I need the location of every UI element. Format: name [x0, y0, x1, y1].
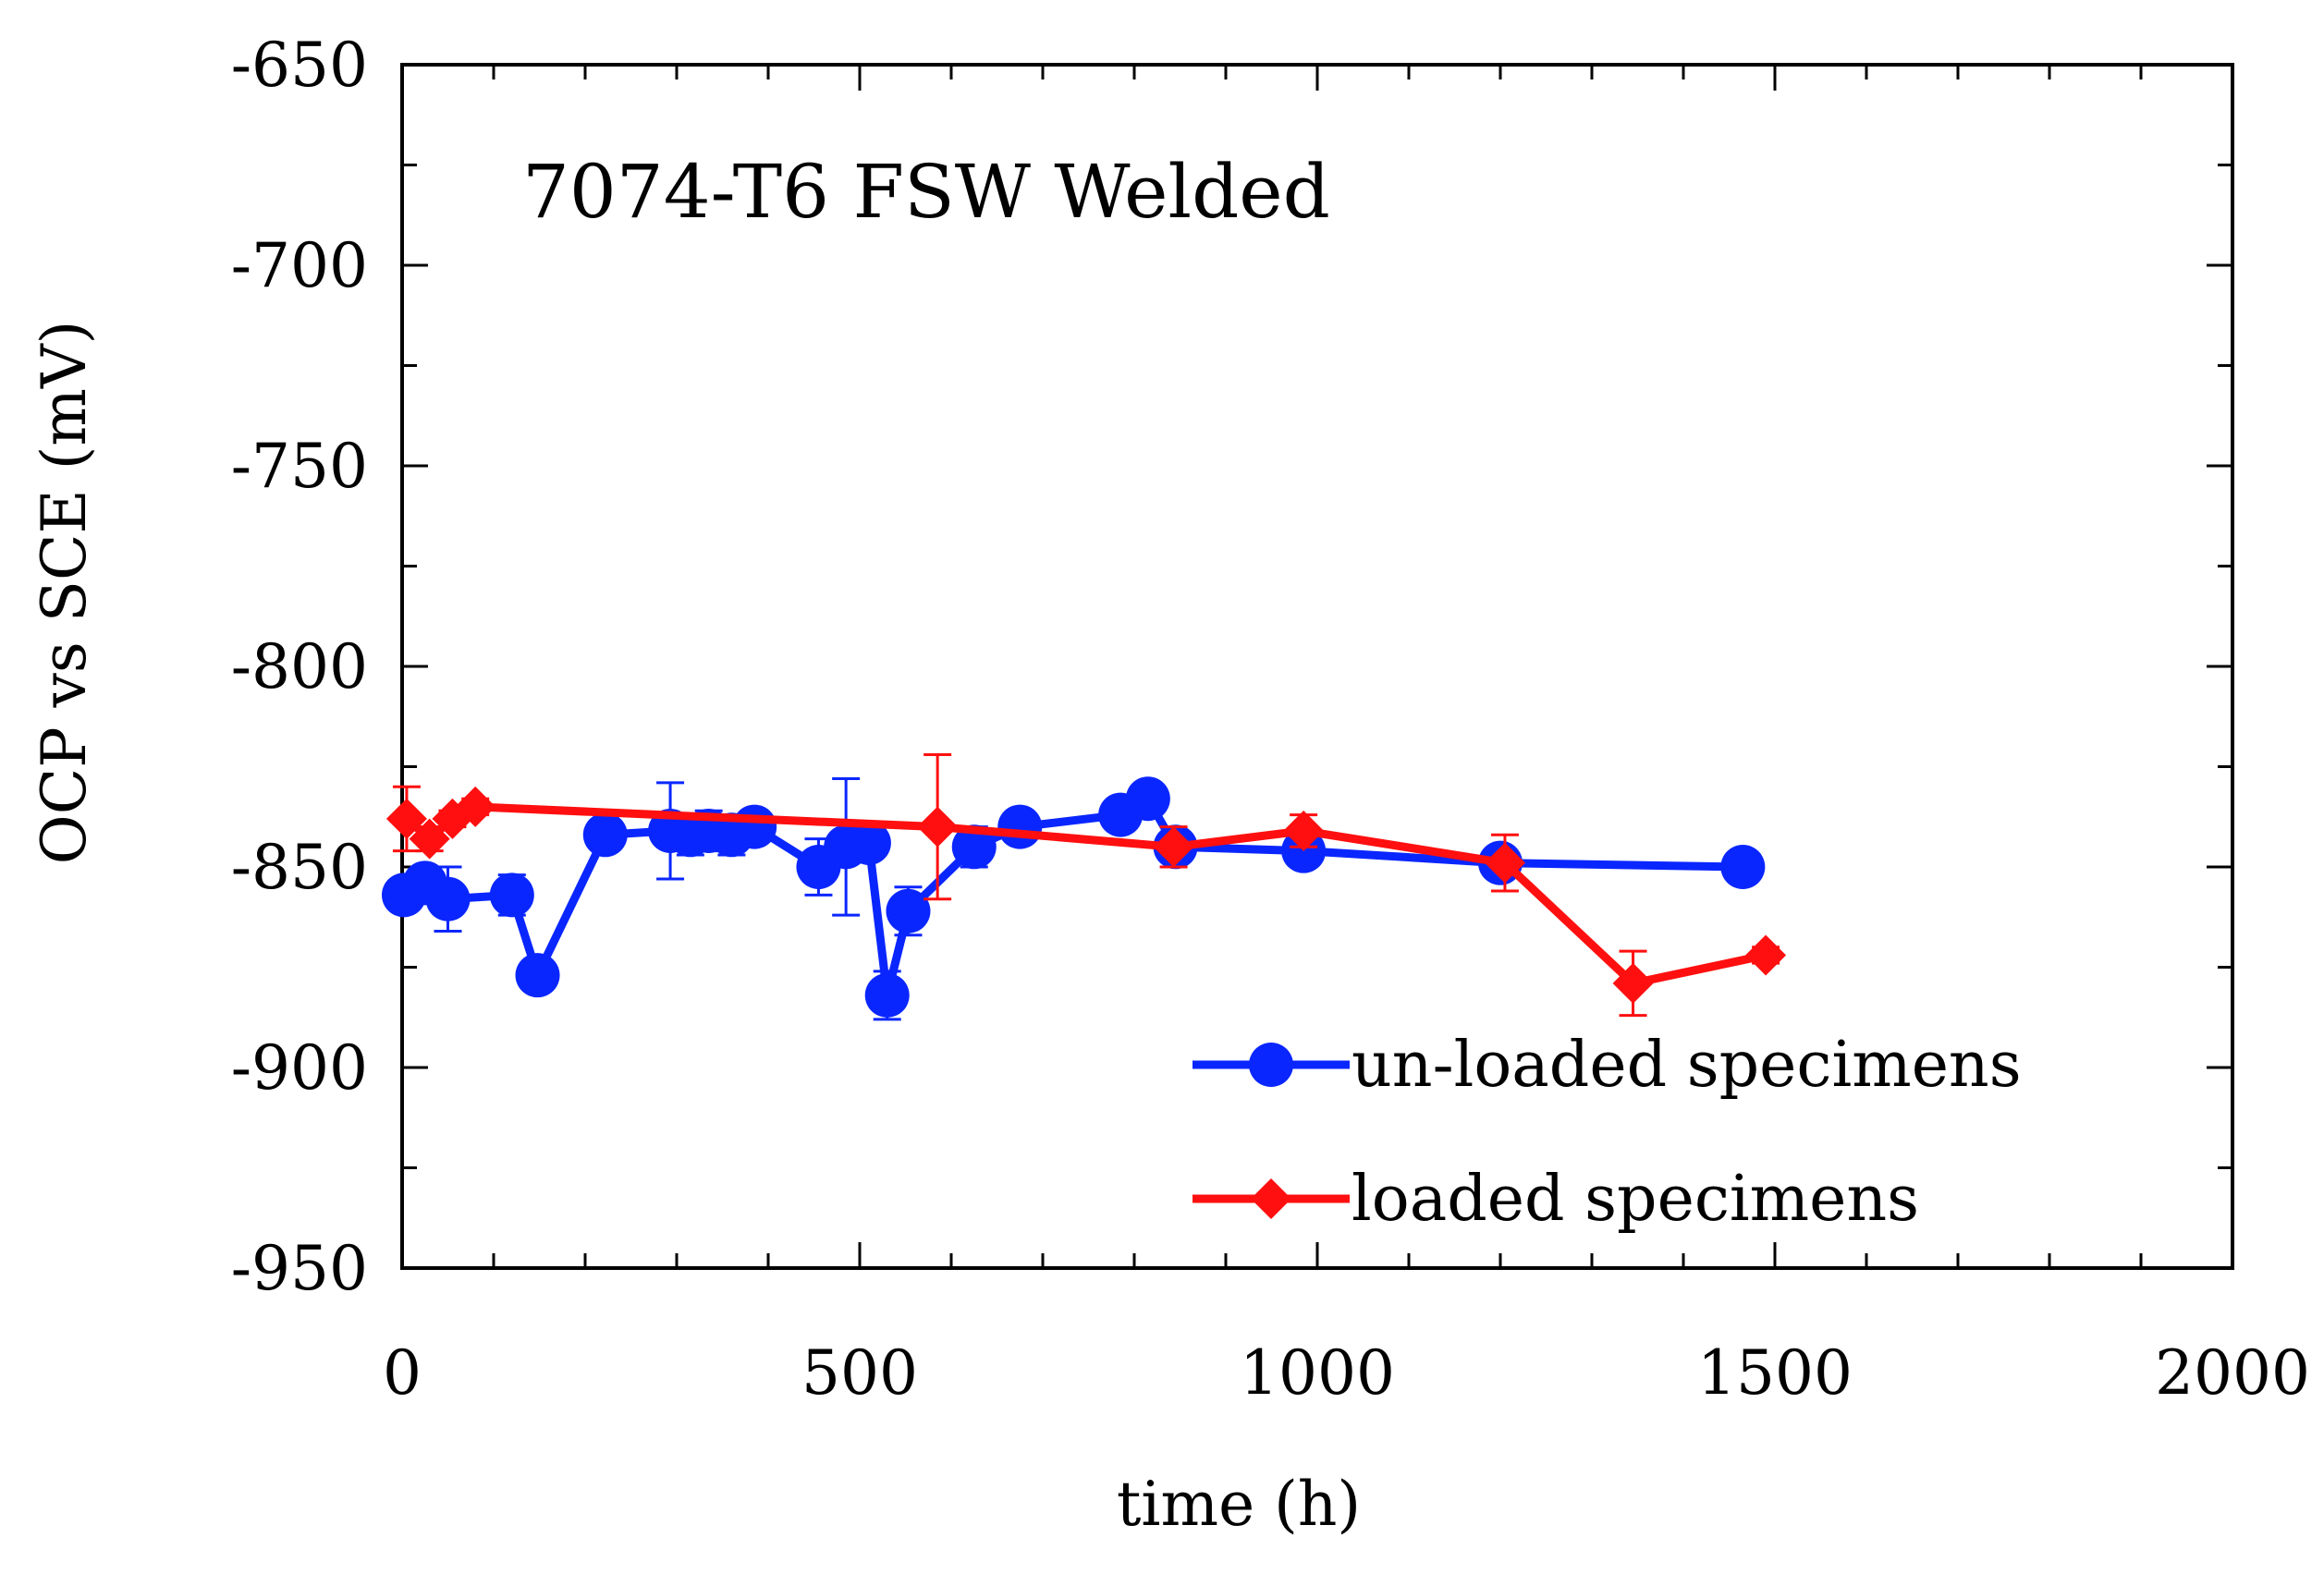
- x-tick-label: 1000: [1240, 1337, 1395, 1409]
- x-tick-label: 500: [801, 1337, 918, 1409]
- data-point: [1153, 826, 1194, 868]
- legend-swatch-marker-unloaded: [1249, 1043, 1293, 1087]
- data-point: [1612, 962, 1654, 1004]
- series-line: [403, 802, 1767, 988]
- data-point: [425, 876, 471, 921]
- y-tick-label: -950: [231, 1233, 368, 1304]
- x-tick-label: 1500: [1697, 1337, 1853, 1409]
- legend-label-unloaded: un-loaded specimens: [1352, 1029, 2022, 1102]
- data-point: [846, 820, 891, 865]
- y-tick-label: -700: [231, 230, 368, 301]
- x-axis-tick-labels: 0 500 1000 1500 2000: [383, 1337, 2310, 1409]
- data-point: [515, 953, 560, 998]
- y-tick-label: -650: [231, 30, 368, 101]
- series-layer: [381, 752, 1787, 1021]
- series-loaded: [385, 752, 1787, 1018]
- y-axis-tick-labels: -650 -700 -750 -800 -850 -900 -950: [231, 30, 368, 1304]
- legend-label-loaded: loaded specimens: [1352, 1163, 1919, 1236]
- data-point: [385, 798, 427, 839]
- data-point: [1125, 776, 1170, 822]
- data-point: [732, 804, 777, 849]
- chart-title: 7074-T6 FSW Welded: [522, 149, 1330, 235]
- data-point: [489, 872, 534, 918]
- data-point: [951, 824, 997, 870]
- data-point: [409, 818, 450, 860]
- data-point: [582, 812, 628, 858]
- y-tick-label: -900: [231, 1032, 368, 1104]
- y-axis-label: OCP vs SCE (mV): [29, 321, 100, 865]
- legend: un-loaded specimens loaded specimens: [1193, 1029, 2022, 1236]
- data-point: [886, 888, 931, 933]
- data-point: [997, 804, 1043, 849]
- x-axis-label: time (h): [1117, 1469, 1361, 1540]
- y-tick-label: -750: [231, 431, 368, 502]
- data-point: [1484, 842, 1525, 884]
- data-point: [917, 806, 959, 848]
- x-tick-label: 0: [383, 1337, 422, 1409]
- y-axis-ticks: [402, 63, 2232, 1270]
- y-tick-label: -850: [231, 832, 368, 903]
- x-tick-label: 2000: [2155, 1337, 2310, 1409]
- x-axis-ticks: [400, 65, 2234, 1268]
- data-point: [455, 786, 496, 827]
- y-tick-label: -800: [231, 631, 368, 702]
- data-point: [1720, 845, 1766, 889]
- data-point: [864, 972, 910, 1018]
- data-point: [1283, 810, 1325, 851]
- legend-swatch-marker-loaded: [1251, 1178, 1291, 1219]
- data-point: [1745, 934, 1787, 976]
